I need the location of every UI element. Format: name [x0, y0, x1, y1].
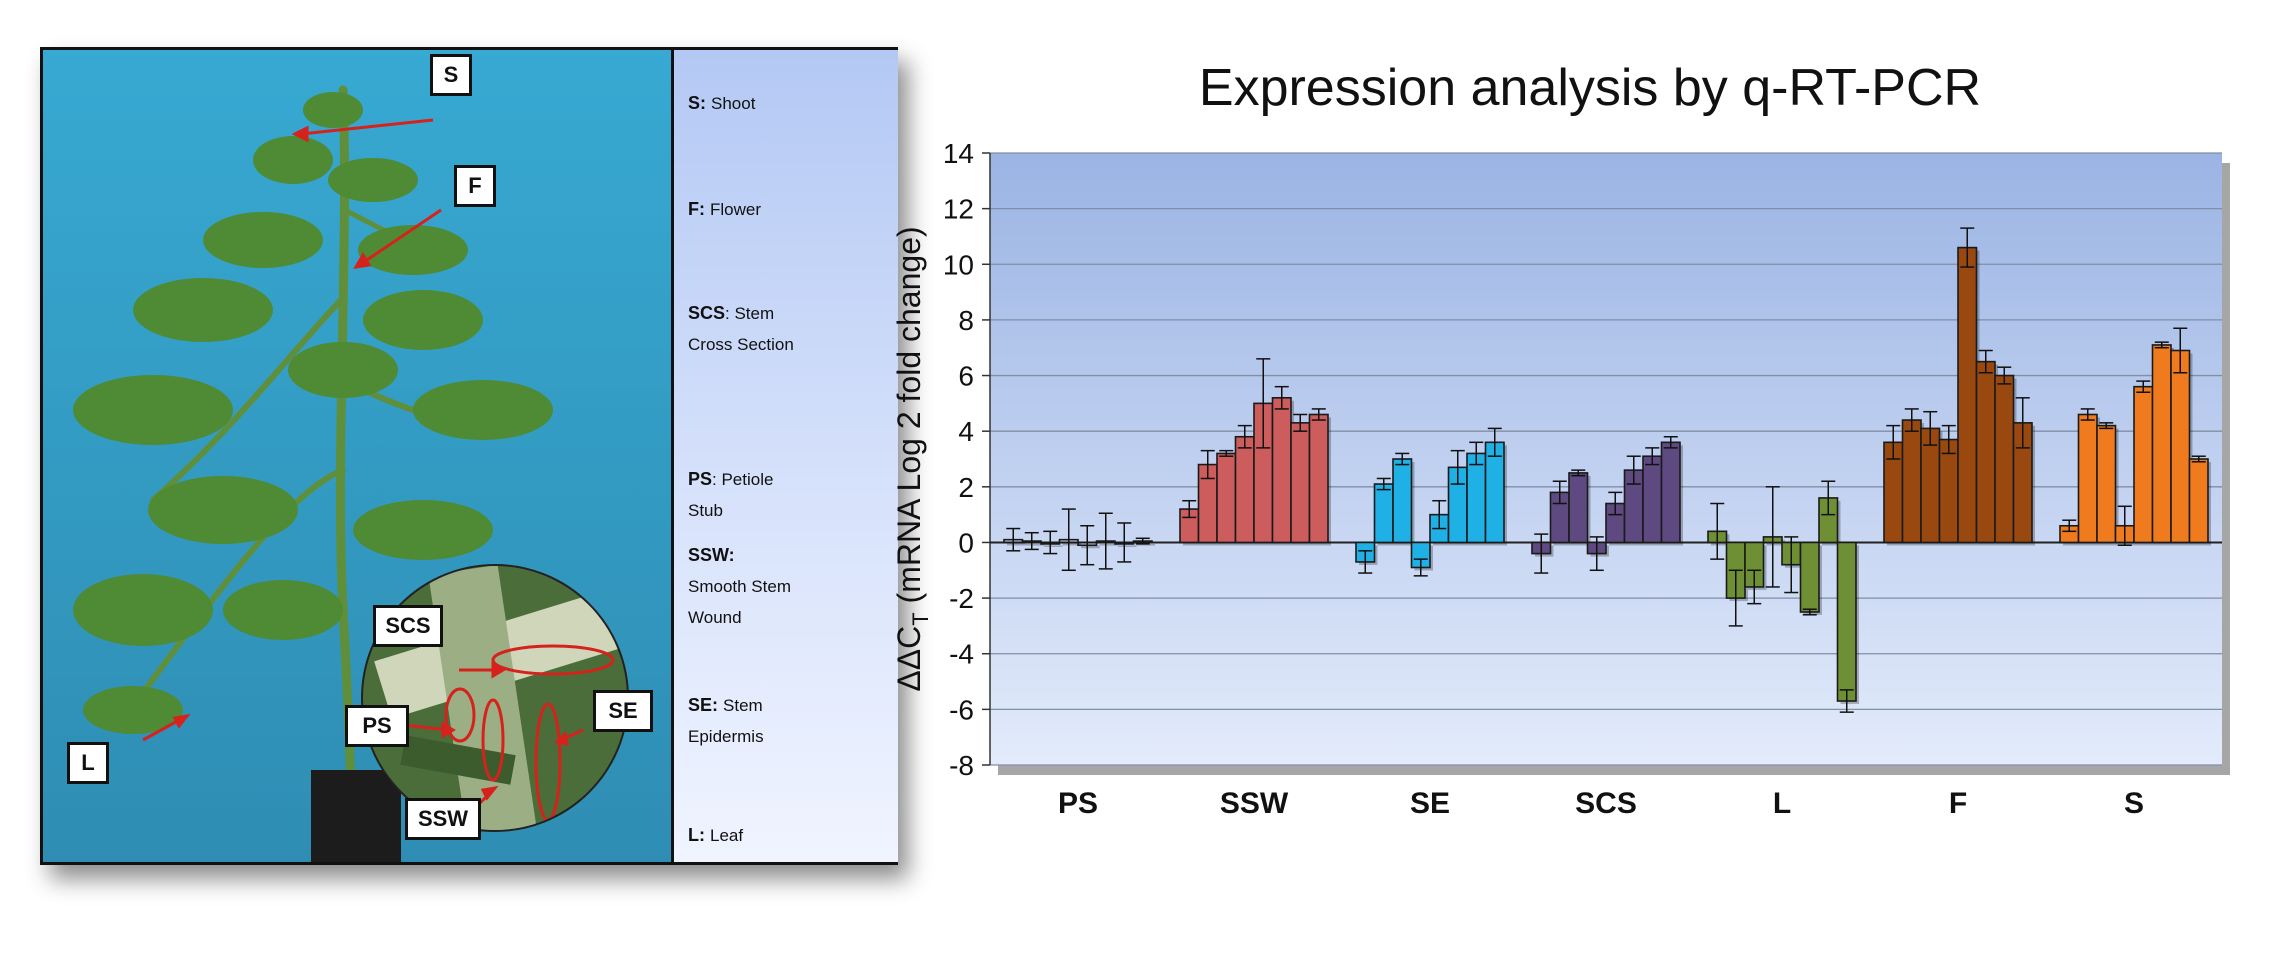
legend-entry-flower: F: Flower — [688, 199, 762, 219]
bar-f — [1994, 374, 2015, 544]
y-tick-label: 10 — [943, 249, 974, 280]
bar-shadow — [1044, 545, 1063, 547]
bar-f — [1975, 360, 1996, 544]
bar-se — [1484, 441, 1505, 544]
callout-shoot-label: S — [430, 54, 472, 96]
bar-scs — [1660, 441, 1681, 544]
callout-smooth-stem-wound-label: SSW — [405, 798, 481, 840]
plot-area — [990, 153, 2222, 765]
bar-ssw — [1216, 452, 1237, 544]
bar-shadow — [1007, 542, 1026, 546]
callout-leaf-label: L — [67, 742, 109, 784]
callout-stem-epidermis-label: SE — [593, 690, 653, 732]
x-category-label: F — [1949, 787, 1967, 820]
bar-f — [1901, 419, 1922, 544]
bar-s — [2188, 458, 2209, 544]
bar-s — [2133, 385, 2154, 544]
bar-s — [2151, 344, 2172, 544]
bar-s — [2170, 349, 2191, 544]
bar-f — [1938, 438, 1959, 544]
legend-entry-leaf: L: Leaf — [688, 825, 744, 845]
tissue-legend: S: Shoot F: Flower SCS: Stem Cross Secti… — [671, 50, 898, 862]
y-tick-label: 12 — [943, 194, 974, 225]
y-tick-label: 14 — [943, 138, 974, 169]
legend-entry-smooth-stem-wound: SSW: Smooth Stem Wound — [688, 545, 791, 627]
x-category-label: SCS — [1575, 787, 1637, 820]
y-tick-label: 8 — [958, 305, 974, 336]
x-category-label: S — [2124, 787, 2144, 820]
bar-ssw — [1308, 413, 1329, 544]
bar-shadow — [1025, 544, 1044, 546]
bar-shadow — [1136, 544, 1155, 546]
bar-shadow — [1081, 545, 1100, 549]
y-tick-label: 2 — [958, 472, 974, 503]
bar-se — [1392, 458, 1413, 544]
bar-s — [2096, 424, 2117, 544]
legend-entry-stem-epidermis: SE: Stem Epidermis — [688, 695, 764, 746]
bar-scs — [1642, 455, 1663, 544]
plant-pot — [311, 770, 401, 862]
legend-entry-stem-cross-section: SCS: Stem Cross Section — [688, 303, 794, 354]
bar-shadow — [1062, 542, 1081, 546]
bar-shadow — [1118, 545, 1137, 547]
x-category-label: PS — [1058, 787, 1098, 820]
bar-scs — [1568, 472, 1589, 544]
y-tick-label: 4 — [958, 416, 974, 447]
y-tick-label: -2 — [949, 583, 974, 614]
y-axis-label: ΔΔCT (mRNA Log 2 fold change) — [891, 226, 933, 691]
x-category-label: L — [1773, 787, 1791, 820]
chart-title: Expression analysis by q-RT-PCR — [1198, 59, 1982, 117]
bar-se — [1373, 483, 1394, 544]
y-tick-label: 6 — [958, 361, 974, 392]
x-category-label: SSW — [1220, 787, 1289, 820]
bar-ssw — [1234, 435, 1255, 544]
bar-l — [1836, 541, 1857, 702]
y-tick-label: 0 — [958, 527, 974, 558]
y-tick-label: -6 — [949, 694, 974, 725]
bar-chart: -8 -6 -4 -2 0 2 4 6 8 10 12 14 ΔΔCT (mRNA Log 2 fold… — [891, 138, 2230, 820]
legend-entry-shoot: S: Shoot — [688, 93, 756, 113]
bar-s — [2077, 413, 2098, 544]
legend-entry-petiole-stub: PS: Petiole Stub — [688, 469, 774, 520]
plant-leaves — [73, 92, 563, 734]
bar-shadow — [1099, 544, 1118, 546]
y-tick-label: -4 — [949, 639, 974, 670]
callout-flower-label: F — [454, 165, 496, 207]
bar-ssw — [1271, 396, 1292, 544]
bar-f — [1957, 246, 1978, 544]
callout-stem-cross-section-label: SCS — [373, 605, 443, 647]
photo-figure-panel: S F SCS PS SSW SE L S: Shoot F: Flower S… — [40, 47, 898, 865]
callout-petiole-stub-label: PS — [345, 705, 409, 747]
x-category-label: SE — [1410, 787, 1450, 820]
bar-l — [1799, 541, 1820, 613]
bar-se — [1466, 452, 1487, 544]
y-tick-label: -8 — [949, 750, 974, 781]
bar-ssw — [1290, 422, 1311, 544]
